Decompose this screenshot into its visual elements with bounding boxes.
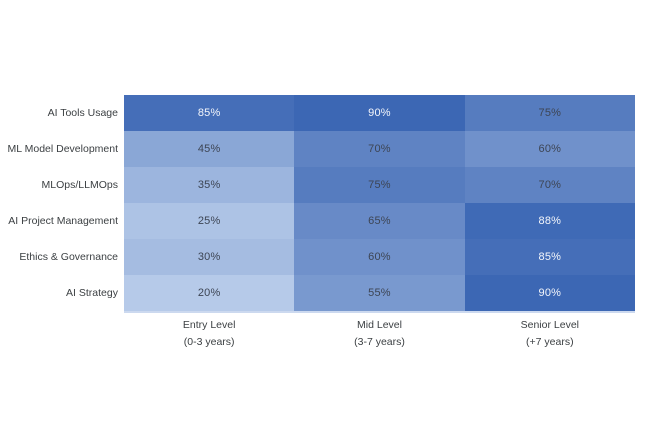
heatmap-cell-r4c2: 85% — [464, 239, 635, 275]
heatmap-cell-value: 70% — [538, 179, 562, 191]
heatmap-cell-r2c2: 70% — [464, 167, 635, 203]
heatmap-cell-r0c2: 75% — [464, 95, 635, 131]
heatmap-cell-r1c1: 70% — [294, 131, 465, 167]
heatmap-cell-value: 55% — [368, 287, 391, 299]
heatmap-cell-value: 85% — [197, 107, 221, 119]
heatmap-cell-value: 75% — [538, 107, 562, 119]
heatmap-cell-value: 75% — [368, 179, 391, 191]
heatmap-cell-value: 65% — [368, 215, 391, 227]
column-label-years: (0-3 years) — [183, 336, 235, 348]
row-label-5: AI Strategy — [66, 287, 118, 299]
heatmap-cell-value: 90% — [368, 107, 391, 119]
heatmap-cell-r1c0: 45% — [124, 131, 295, 167]
heatmap-cell-r2c1: 75% — [294, 167, 465, 203]
row-label-1: ML Model Development — [7, 143, 119, 155]
heatmap-cell-value: 25% — [197, 215, 221, 227]
heatmap-cell-r3c1: 65% — [294, 203, 465, 239]
heatmap-cell-value: 20% — [197, 287, 221, 299]
heatmap-cell-value: 85% — [538, 251, 562, 263]
heatmap-cell-r3c2: 88% — [464, 203, 635, 239]
heatmap-cell-value: 35% — [197, 179, 221, 191]
heatmap-cell-r4c0: 30% — [124, 239, 295, 275]
heatmap-cell-value: 45% — [197, 143, 221, 155]
heatmap-cell-value: 90% — [538, 287, 562, 299]
column-label-years: (+7 years) — [526, 336, 574, 348]
heatmap-cell-r2c0: 35% — [124, 167, 295, 203]
column-label-2: Senior Level (+7 years) — [465, 317, 635, 351]
heatmap-cell-value: 88% — [538, 215, 562, 227]
heatmap-cell-value: 30% — [197, 251, 221, 263]
heatmap-cell-r5c1: 55% — [294, 275, 465, 311]
heatmap-cell-r5c0: 20% — [124, 275, 295, 311]
heatmap-cell-r3c0: 25% — [124, 203, 295, 239]
column-label-years: (3-7 years) — [354, 336, 405, 348]
heatmap-cell-r0c1: 90% — [294, 95, 465, 131]
column-label-1: Mid Level (3-7 years) — [294, 317, 464, 351]
heatmap-cell-value: 70% — [368, 143, 391, 155]
column-label-title: Entry Level — [182, 319, 236, 331]
heatmap-row-labels: AI Tools Usage ML Model Development MLOps/… — [0, 95, 119, 311]
row-label-3: AI Project Management — [8, 215, 118, 227]
column-label-title: Senior Level — [520, 319, 579, 331]
heatmap-grid: 85% 90% 75% 45% 70% 60% 35% 75% 70% 25% 65% 88% 30% 6… — [124, 95, 635, 313]
heatmap-cell-value: 60% — [368, 251, 391, 263]
heatmap-cell-r5c2: 90% — [464, 275, 635, 311]
column-label-title: Mid Level — [357, 319, 402, 331]
heatmap-cell-r4c1: 60% — [294, 239, 465, 275]
heatmap-cell-value: 60% — [538, 143, 562, 155]
row-label-0: AI Tools Usage — [47, 107, 118, 119]
column-label-0: Entry Level (0-3 years) — [124, 317, 294, 351]
heatmap-cell-r1c2: 60% — [464, 131, 635, 167]
row-label-2: MLOps/LLMOps — [41, 179, 118, 191]
row-label-4: Ethics & Governance — [19, 251, 118, 263]
heatmap-cell-r0c0: 85% — [124, 95, 295, 131]
heatmap-column-labels: Entry Level (0-3 years) Mid Level (3-7 year… — [124, 317, 635, 351]
